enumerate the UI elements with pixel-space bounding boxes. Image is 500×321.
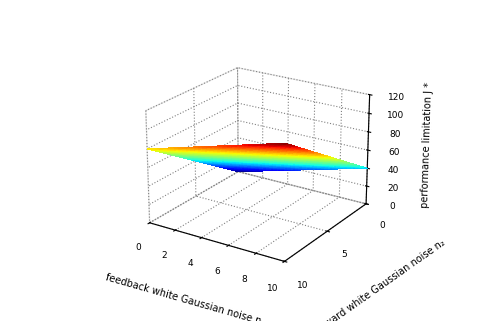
X-axis label: feedback white Gaussian noise n: feedback white Gaussian noise n bbox=[104, 273, 262, 321]
Y-axis label: forward white Gaussian noise n₂: forward white Gaussian noise n₂ bbox=[312, 238, 447, 321]
